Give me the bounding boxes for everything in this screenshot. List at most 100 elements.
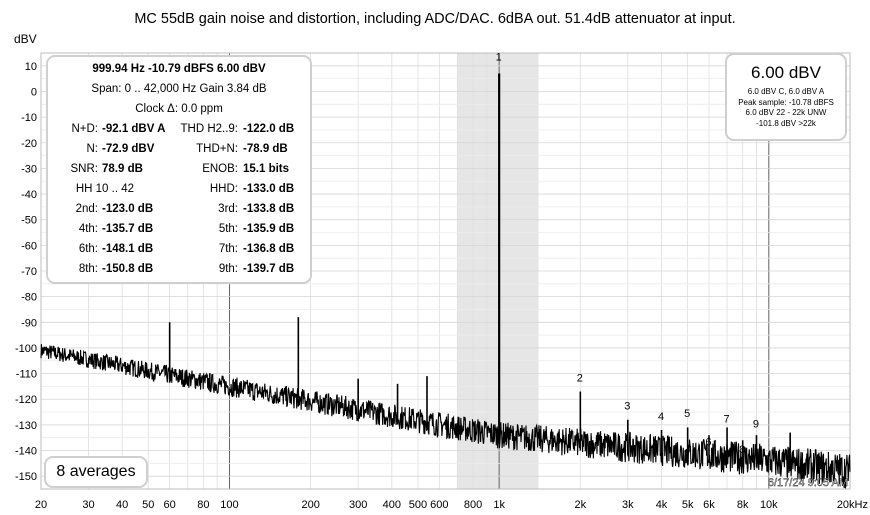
harmonic-labels: 1 2 3 4 5 67 8 9 (496, 52, 759, 456)
stats-row: N: -72.9 dBV THD+N: -78.9 dB (48, 139, 310, 159)
x-tick-label: 20 (35, 499, 47, 511)
stats-row: HH 10 .. 42 HHD: -133.0 dB (48, 179, 310, 199)
level-panel: 6.00 dBV 6.0 dBV C, 6.0 dBV A Peak sampl… (725, 53, 847, 141)
x-tick-label: 50 (142, 499, 154, 511)
stat-value: -150.8 dB (102, 263, 154, 275)
x-tick-label: 1k (493, 499, 505, 511)
x-tick-label: 6k (703, 499, 715, 511)
harmonic-label-4: 4 (658, 411, 664, 423)
x-tick-label: 80 (197, 499, 209, 511)
level-line-1: 6.0 dBV C, 6.0 dBV A (747, 87, 825, 96)
stats-row: SNR: 78.9 dB ENOB: 15.1 bits (48, 159, 310, 179)
span-gain-readout: Span: 0 .. 42,000 Hz Gain 3.84 dB (91, 83, 267, 95)
stat-value: -135.9 dB (243, 223, 295, 235)
stat-value: -139.7 dB (243, 263, 295, 275)
stat-value: -123.0 dB (102, 203, 154, 215)
stats-row: 6th: -148.1 dB 7th: -136.8 dB (48, 239, 310, 259)
level-line-4: -101.8 dBV >22k (756, 118, 816, 128)
level-main-value: 6.00 dBV (751, 63, 821, 82)
plot-frame (40, 52, 851, 490)
harmonic-label-9: 9 (753, 418, 759, 430)
x-tick-label: 600 (430, 499, 448, 511)
y-tick-label: -20 (21, 138, 37, 150)
y-tick-label: -100 (15, 343, 37, 355)
spectrum-trace (40, 344, 851, 489)
y-tick-label: -70 (21, 266, 37, 278)
stat-value: -122.0 dB (243, 123, 295, 135)
x-tick-label: 100 (220, 499, 238, 511)
x-tick-label: 30 (82, 499, 94, 511)
stat-label: N+D: (71, 123, 98, 135)
clock-readout: Clock Δ: 0.0 ppm (135, 103, 223, 115)
x-tick-label: 2k (575, 499, 587, 511)
stat-label: HHD: (209, 183, 238, 195)
y-tick-label: 10 (25, 61, 37, 73)
stat-label: SNR: (70, 163, 98, 175)
stats-row: 2nd: -123.0 dB 3rd: -133.8 dB (48, 199, 310, 219)
stat-label: THD H2..9: (180, 123, 238, 135)
x-tick-label: 200 (301, 499, 319, 511)
y-tick-label: 0 (31, 86, 37, 98)
noise-trace (40, 344, 851, 489)
stats-row: 8th: -150.8 dB 9th: -139.7 dB (48, 259, 310, 279)
x-tick-label: 400 (383, 499, 401, 511)
stat-value: 78.9 dB (102, 163, 143, 175)
frequency-level-readout: 999.94 Hz -10.79 dBFS 6.00 dBV (92, 63, 266, 75)
y-tick-label: -40 (21, 189, 37, 201)
x-tick-label: 3k (622, 499, 634, 511)
stat-value: 15.1 bits (243, 163, 290, 175)
x-tick-label: 20kHz (837, 499, 868, 511)
stats-row: N+D: -92.1 dBV A THD H2..9: -122.0 dB (48, 119, 310, 139)
y-tick-label: -60 (21, 240, 37, 252)
y-tick-label: -10 (21, 112, 37, 124)
x-tick-label: 60 (164, 499, 176, 511)
harmonic-label-5: 5 (684, 408, 690, 420)
stat-value: -135.7 dB (102, 223, 154, 235)
y-axis-label: dBV (14, 32, 37, 46)
x-tick-labels: 20 30 40 50 60 80 100 200 300 400 500 600 800 1k 2k 3k 4… (35, 499, 868, 511)
x-tick-label: 4k (656, 499, 668, 511)
x-tick-label: 300 (349, 499, 367, 511)
stat-label: ENOB: (202, 163, 238, 175)
stat-label: 9th: (218, 263, 238, 275)
harmonic-label-2: 2 (577, 372, 583, 384)
chart-title: MC 55dB gain noise and distortion, inclu… (134, 11, 735, 27)
stat-label: 2nd: (75, 203, 98, 215)
x-tick-label: 40 (116, 499, 128, 511)
harmonic-label-7: 7 (723, 413, 729, 425)
stat-value: -133.0 dB (243, 183, 295, 195)
y-tick-labels: 10 0 -10 -20 -30 -40 -50 -60 -70 -80 -90 -100 -110 -1… (15, 61, 37, 483)
stat-label: 5th: (218, 223, 238, 235)
stat-value: -78.9 dB (243, 143, 288, 155)
stat-label: THD+N: (196, 143, 238, 155)
stats-row: 4th: -135.7 dB 5th: -135.9 dB (48, 219, 310, 239)
stat-value: -133.8 dB (243, 203, 295, 215)
averages-badge: 8 averages (44, 456, 148, 488)
stat-value: -92.1 dBV A (102, 123, 166, 135)
measurement-panel: 999.94 Hz -10.79 dBFS 6.00 dBV Span: 0 .… (46, 55, 312, 284)
stat-label: HH 10 .. 42 (75, 183, 134, 195)
y-tick-label: -140 (15, 446, 37, 458)
stat-value: -72.9 dBV (102, 143, 155, 155)
timestamp: 6/17/24 9:05 AM (768, 477, 848, 489)
x-tick-label: 500 (409, 499, 427, 511)
x-tick-label: 800 (464, 499, 482, 511)
harmonic-label-6: 6 (705, 436, 711, 448)
stat-value: -148.1 dB (102, 243, 154, 255)
y-tick-label: -120 (15, 394, 37, 406)
y-tick-label: -50 (21, 215, 37, 227)
x-tick-label: 8k (737, 499, 749, 511)
y-tick-label: -30 (21, 163, 37, 175)
y-tick-label: -110 (16, 369, 37, 381)
stat-label: 7th: (218, 243, 238, 255)
stat-label: 4th: (78, 223, 98, 235)
x-tick-label: 5k (682, 499, 694, 511)
y-tick-label: -90 (21, 317, 37, 329)
level-line-2: Peak sample: -10.78 dBFS (738, 97, 834, 107)
y-tick-label: -130 (15, 420, 37, 432)
stat-label: 6th: (78, 243, 98, 255)
harmonic-label-1: 1 (496, 52, 502, 64)
level-line-3: 6.0 dBV 22 - 22k UNW (745, 108, 827, 117)
stat-label: N: (86, 143, 99, 155)
harmonic-label-8: 8 (739, 444, 745, 456)
